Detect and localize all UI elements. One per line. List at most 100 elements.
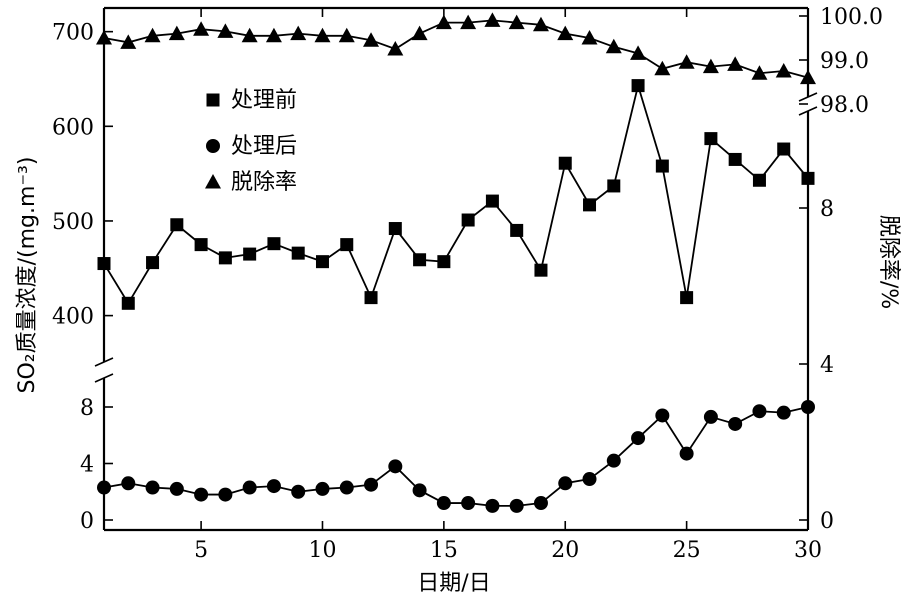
triangle-point-12	[363, 32, 380, 47]
x-tick-label-20: 20	[551, 538, 579, 563]
y-axis-title-right: 脱除率/%	[876, 215, 901, 309]
right-lower-tick-label-4: 4	[820, 353, 834, 378]
series-line-triangle	[103, 19, 809, 79]
square-point-28	[752, 173, 766, 187]
square-point-18	[510, 223, 524, 237]
triangle-point-10	[314, 27, 331, 43]
square-point-21	[583, 198, 597, 212]
circle-point-21	[582, 472, 597, 487]
circle-point-16	[461, 496, 476, 511]
right-axis-break	[798, 92, 818, 116]
square-point-10	[315, 255, 329, 269]
square-point-15	[437, 255, 451, 269]
square-point-9	[291, 246, 305, 260]
series-line-circle	[103, 406, 809, 507]
circle-point-10	[315, 481, 330, 496]
right-lower-tick-label-8: 8	[820, 197, 834, 222]
square-point-17	[485, 194, 499, 208]
triangle-point-19	[532, 16, 549, 32]
triangle-point-29	[775, 63, 792, 78]
triangle-point-3	[144, 27, 161, 43]
series-line-square	[103, 82, 809, 306]
square-point-27	[728, 152, 742, 166]
square-point-14	[413, 253, 427, 267]
series-triangle	[96, 12, 816, 85]
triangle-point-30	[800, 69, 816, 85]
circle-point-29	[776, 405, 791, 420]
legend-marker-triangle	[205, 174, 221, 189]
circle-point-30	[801, 400, 815, 414]
square-point-13	[388, 222, 402, 236]
left-tick-label-400: 400	[52, 305, 94, 330]
circle-point-23	[631, 431, 646, 446]
right-tick-label-100.0: 100.0	[820, 5, 883, 30]
left-tick-label-700: 700	[52, 21, 94, 46]
square-point-11	[340, 238, 354, 252]
series-layer	[96, 12, 816, 513]
square-point-22	[607, 179, 621, 193]
x-axis-title: 日期/日	[417, 571, 490, 596]
x-tick-label-5: 5	[194, 538, 208, 563]
square-point-2	[121, 296, 135, 310]
triangle-point-26	[702, 58, 719, 74]
square-point-12	[364, 291, 378, 305]
circle-point-6	[218, 487, 233, 502]
left-lower-tick-label-4: 4	[80, 453, 94, 478]
triangle-point-5	[193, 21, 210, 36]
square-point-6	[218, 251, 232, 265]
triangle-point-24	[654, 60, 671, 76]
circle-point-2	[121, 476, 136, 491]
legend-marker-circle	[206, 139, 220, 153]
triangle-point-22	[605, 38, 622, 54]
triangle-point-13	[387, 41, 404, 56]
circle-point-26	[703, 409, 718, 424]
square-point-8	[267, 237, 281, 251]
right-tick-label-98.0: 98.0	[820, 93, 869, 118]
right-tick-label-99.0: 99.0	[820, 49, 869, 74]
triangle-point-20	[557, 25, 574, 41]
triangle-point-17	[484, 12, 501, 27]
triangle-point-16	[460, 14, 477, 30]
square-point-29	[777, 142, 791, 156]
left-lower-tick-label-0: 0	[80, 509, 94, 534]
series-square	[97, 79, 815, 310]
left-tick-label-500: 500	[52, 210, 94, 235]
left-tick-label-600: 600	[52, 115, 94, 140]
square-point-23	[631, 79, 645, 93]
circle-point-22	[606, 453, 621, 468]
circle-point-17	[485, 498, 500, 513]
triangle-point-9	[290, 25, 307, 41]
square-point-25	[680, 291, 694, 305]
circle-point-5	[194, 487, 209, 502]
circle-point-3	[145, 480, 160, 495]
x-tick-label-30: 30	[794, 538, 822, 563]
triangle-point-18	[508, 14, 525, 30]
square-point-20	[558, 156, 572, 170]
circle-point-28	[752, 404, 767, 419]
x-tick-label-15: 15	[430, 538, 458, 563]
circle-point-7	[242, 480, 257, 495]
circle-point-24	[655, 408, 670, 423]
right-lower-tick-label-0: 0	[820, 509, 834, 534]
triangle-point-21	[581, 30, 598, 45]
triangle-point-6	[217, 23, 234, 38]
circle-point-14	[412, 483, 427, 498]
triangle-point-7	[241, 27, 258, 43]
circle-point-20	[558, 476, 573, 491]
x-tick-label-10: 10	[308, 538, 336, 563]
circle-point-9	[291, 484, 306, 499]
circle-point-13	[388, 459, 403, 474]
square-point-3	[146, 256, 160, 270]
triangle-point-8	[265, 27, 282, 43]
y-axis-title-left: SO₂质量浓度/(mg.m⁻³)	[15, 157, 40, 394]
legend-label-square: 处理前	[231, 88, 297, 113]
triangle-point-4	[168, 25, 185, 41]
triangle-point-11	[338, 27, 355, 43]
square-point-5	[194, 238, 208, 252]
circle-point-8	[266, 479, 281, 494]
axes: 5 10 15 20 25 30 400 500 600 700 0 4 8 98.0 99.0 100.0 0…	[52, 5, 883, 563]
square-point-1	[97, 257, 111, 271]
circle-point-19	[533, 496, 548, 511]
square-point-24	[655, 159, 669, 173]
